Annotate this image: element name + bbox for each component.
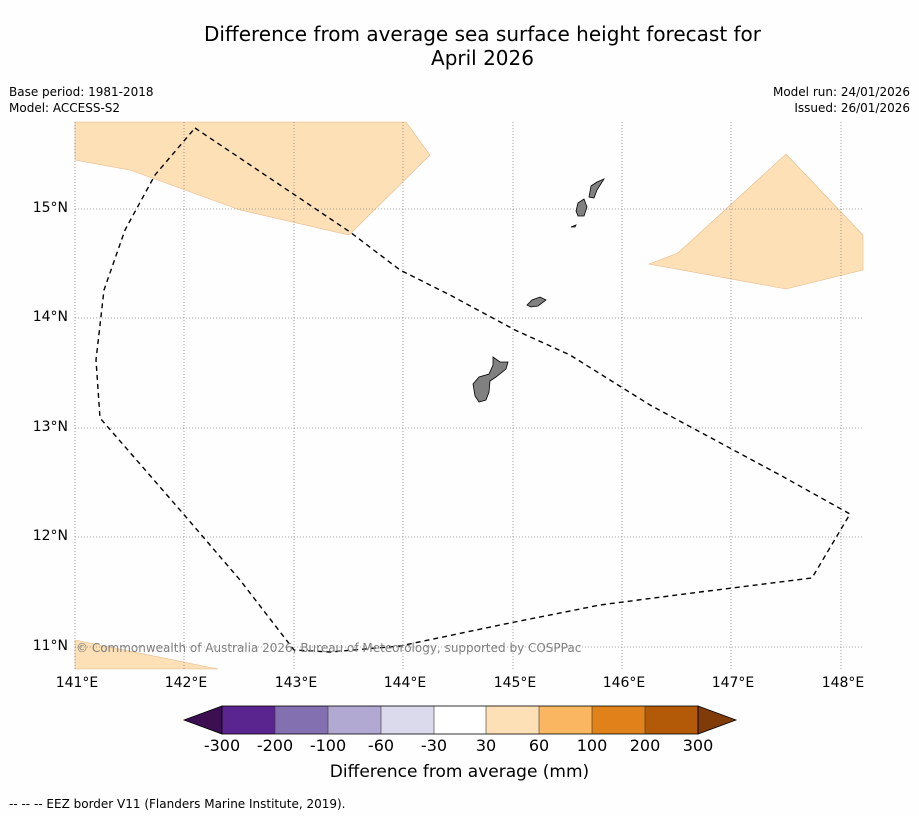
colorbar-segment (434, 706, 486, 734)
island-rota (526, 296, 547, 308)
colorbar-tick: -100 (309, 736, 347, 755)
colorbar-dividers (274, 706, 646, 734)
meta-left: Base period: 1981-2018 Model: ACCESS-S2 (9, 84, 154, 116)
colorbar-segment (275, 706, 328, 734)
meta-right: Model run: 24/01/2026 Issued: 26/01/2026 (773, 84, 910, 116)
lon-tick-147: 147°E (711, 675, 755, 691)
island-aguijan (570, 224, 577, 228)
colorbar-tick: 200 (629, 736, 661, 755)
island-tinian (575, 198, 588, 217)
colorbar-tick: -300 (203, 736, 241, 755)
model-name: Model: ACCESS-S2 (9, 101, 121, 115)
chart-title: Difference from average sea surface heig… (0, 22, 919, 70)
colorbar-tick: 60 (528, 736, 550, 755)
colorbar-outline (221, 705, 699, 735)
eez-legend-footer: -- -- -- EEZ border V11 (Flanders Marine… (9, 797, 346, 811)
title-line-1: Difference from average sea surface heig… (203, 22, 762, 46)
islands (472, 178, 606, 403)
lon-tick-144: 144°E (383, 675, 427, 691)
model-run: Model run: 24/01/2026 (772, 85, 910, 99)
title-line-2: April 2026 (431, 46, 534, 70)
colorbar-label: Difference from average (mm) (329, 762, 590, 782)
island-guam (472, 356, 509, 403)
lon-tick-142: 142°E (164, 675, 208, 691)
colorbar-extension-low (182, 705, 223, 735)
colorbar (182, 705, 738, 735)
lon-tick-146: 146°E (602, 675, 646, 691)
colorbar-segment (328, 706, 381, 734)
eez-border (95, 127, 851, 653)
anomaly-patches (74, 121, 864, 670)
colorbar-tick: 30 (475, 736, 497, 755)
copyright-notice: © Commonwealth of Australia 2026, Bureau… (76, 641, 582, 655)
lon-tick-145: 145°E (493, 675, 537, 691)
colorbar-extension-high (697, 705, 738, 735)
colorbar-segment (381, 706, 434, 734)
colorbar-segment (592, 706, 645, 734)
map-gridlines (74, 122, 863, 669)
colorbar-segment (539, 706, 592, 734)
colorbar-segment (222, 706, 275, 734)
colorbar-tick: 100 (576, 736, 608, 755)
anomaly-patch-southwest (74, 639, 219, 670)
anomaly-patch-northeast (647, 153, 864, 290)
issued-date: Issued: 26/01/2026 (794, 101, 910, 115)
colorbar-tick: 300 (682, 736, 714, 755)
anomaly-patch-northwest (74, 121, 431, 236)
lat-tick-11: 11°N (32, 638, 68, 654)
colorbar-tick: -200 (256, 736, 294, 755)
colorbar-segment (486, 706, 539, 734)
lon-tick-143: 143°E (274, 675, 318, 691)
colorbar-tick: -60 (367, 736, 395, 755)
lon-tick-148: 148°E (821, 675, 865, 691)
lon-tick-141: 141°E (55, 675, 99, 691)
colorbar-tick: -30 (420, 736, 448, 755)
lat-tick-12: 12°N (32, 528, 68, 544)
colorbar-segment (645, 706, 698, 734)
island-saipan (588, 178, 606, 199)
lat-tick-13: 13°N (32, 419, 68, 435)
base-period: Base period: 1981-2018 (9, 85, 154, 99)
lat-tick-15: 15°N (32, 200, 68, 216)
lat-tick-14: 14°N (32, 309, 68, 325)
